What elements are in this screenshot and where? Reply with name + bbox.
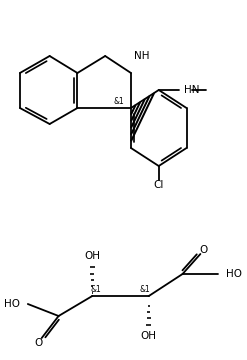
- Text: O: O: [35, 338, 43, 348]
- Text: Cl: Cl: [154, 180, 164, 190]
- Text: &1: &1: [91, 284, 102, 293]
- Text: HO: HO: [4, 299, 20, 309]
- Text: &1: &1: [114, 96, 124, 105]
- Text: OH: OH: [84, 251, 100, 261]
- Text: O: O: [199, 245, 207, 255]
- Text: &1: &1: [140, 284, 150, 293]
- Text: HO: HO: [226, 269, 242, 279]
- Text: OH: OH: [141, 331, 157, 341]
- Text: NH: NH: [134, 51, 149, 61]
- Text: HN: HN: [184, 85, 199, 95]
